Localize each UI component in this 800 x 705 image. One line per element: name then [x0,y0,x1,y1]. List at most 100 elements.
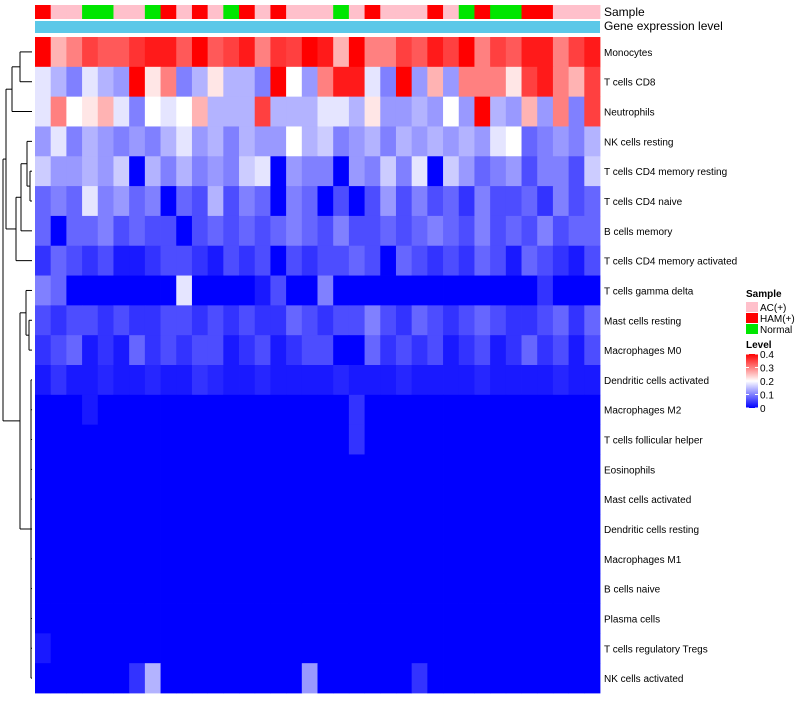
heatmap-cell [35,514,52,545]
heatmap-cell [364,96,381,127]
heatmap-cell [35,335,52,366]
heatmap-cell [490,454,507,485]
heatmap-cell [584,454,601,485]
heatmap-cell [380,215,397,247]
heatmap-cell [458,484,475,515]
heatmap-cell [443,543,460,575]
sample-annotation-cell [537,5,554,19]
heatmap-cell [395,484,413,515]
heatmap-cell [270,305,287,336]
heatmap-cell [176,245,193,276]
heatmap-cell [380,186,397,217]
heatmap-cell [364,156,381,187]
heatmap-cell [395,573,413,604]
heatmap-cell [301,305,318,336]
heatmap-cell [191,365,209,396]
sample-annotation-cell [505,5,522,19]
heatmap-cell [505,37,522,68]
heatmap-cell [490,215,507,247]
heatmap-cell [443,245,460,276]
heatmap-cell [443,96,460,127]
heatmap-cell [380,365,397,396]
heatmap-cell [207,484,224,515]
heatmap-cell [254,543,271,575]
heatmap-cell [380,394,397,426]
heatmap-cell [113,663,130,694]
heatmap-cell [568,335,585,366]
heatmap-cell [364,215,381,247]
heatmap-cell [411,514,428,545]
heatmap-cell [113,186,130,217]
heatmap-cell [317,514,334,545]
heatmap-cell [207,126,224,157]
heatmap-cell [411,394,428,426]
heatmap-cell [270,365,287,396]
heatmap-cell [537,335,554,366]
heatmap-cell [207,454,224,485]
heatmap-cell [301,484,318,515]
heatmap-cell [427,394,444,426]
heatmap-cell [474,484,491,515]
heatmap-cell [160,603,177,634]
heatmap-cell [427,484,444,515]
heatmap-cell [568,424,585,455]
heatmap-cell [458,543,475,575]
heatmap-cell [333,37,350,68]
heatmap-cell [458,454,475,485]
heatmap-cell [537,245,554,276]
heatmap-cell [443,514,460,545]
heatmap-cell [490,633,507,664]
heatmap-cell [113,424,130,455]
heatmap-cell [348,573,365,604]
heatmap-cell [568,275,585,306]
heatmap-cell [176,305,193,336]
heatmap-cell [160,245,177,276]
heatmap-cell [160,424,177,455]
heatmap-cell [82,156,99,187]
heatmap-cell [176,365,193,396]
heatmap-cell [427,514,444,545]
heatmap-cell [270,543,287,575]
sample-annotation-cell [50,5,67,19]
row-label: T cells CD4 naive [604,197,683,208]
heatmap-cell [458,66,475,98]
heatmap-cell [443,394,460,426]
heatmap-cell [427,37,444,68]
heatmap-cell [113,365,130,396]
heatmap-cell [301,335,318,366]
heatmap-cell [427,275,444,306]
heatmap-cell [333,514,350,545]
heatmap-cell [521,603,538,634]
heatmap-cell [333,543,350,575]
row-label: T cells gamma delta [604,286,694,297]
heatmap-cell [537,156,554,187]
heatmap-cell [348,633,365,664]
heatmap-cell [552,126,570,157]
heatmap-cell [521,215,538,247]
heatmap-cell [521,186,538,217]
row-label: NK cells resting [604,137,673,148]
heatmap-cell [286,156,303,187]
sample-annotation-cell [129,5,146,19]
heatmap-cell [333,275,350,306]
heatmap-cell [521,424,538,455]
heatmap-cell [427,603,444,634]
heatmap-cell [552,454,570,485]
sample-annotation-label: Sample [604,5,645,19]
heatmap-cell [191,126,209,157]
heatmap-cell [568,126,585,157]
heatmap-cell [35,126,52,157]
heatmap-cell [223,365,240,396]
heatmap-cell [129,573,146,604]
heatmap-cell [82,365,99,396]
heatmap-cell [254,215,271,247]
heatmap-cell [458,305,475,336]
heatmap-cell [113,543,130,575]
heatmap-cell [191,573,209,604]
heatmap-cell [191,633,209,664]
heatmap-cell [223,186,240,217]
heatmap-cell [490,514,507,545]
sample-annotation-cell [254,5,271,19]
heatmap-cell [223,543,240,575]
heatmap-cell [348,245,365,276]
